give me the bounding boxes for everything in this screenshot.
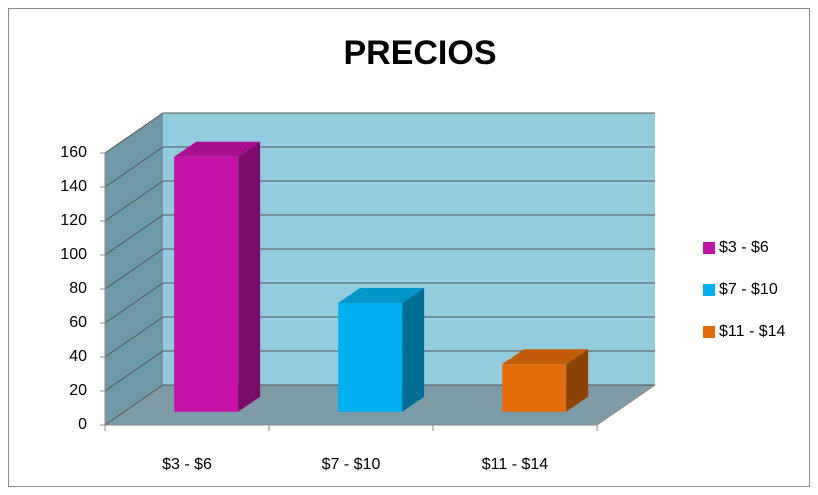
y-tick-label: 120 [60,212,87,229]
grid-line [104,350,655,392]
grid-line [104,180,655,222]
bar-top [174,141,261,157]
chart-title: PRECIOS [343,34,496,72]
y-tick-label: 60 [69,314,87,331]
y-tick-label: 100 [60,246,87,263]
bar [174,141,261,412]
grid-line [104,282,655,324]
y-tick-label: 40 [69,348,87,365]
bar [502,349,589,412]
bar-top [338,288,425,303]
y-tick-label: 160 [60,144,87,161]
legend-label: $3 - $6 [719,239,769,256]
x-tick-label: $7 - $10 [322,456,381,473]
grid-line [104,112,655,154]
legend-label: $7 - $10 [719,281,778,298]
grid-line [104,384,655,426]
bar-top [502,349,589,365]
legend-swatch [703,284,715,296]
grid-line [104,214,655,256]
bar-front [338,303,403,412]
grid-line [104,316,655,358]
bar-front [174,156,239,412]
x-tick-label: $3 - $6 [162,456,212,473]
bar-front [502,364,567,412]
legend-swatch [703,326,715,338]
bar-side [402,288,425,412]
y-tick-label: 140 [60,178,87,195]
legend-label: $11 - $14 [719,323,786,340]
x-tick-label: $11 - $14 [482,456,549,473]
y-tick-label: 20 [69,382,87,399]
bar-side [238,141,261,412]
bar [338,288,425,412]
legend-swatch [703,242,715,254]
y-tick-label: 80 [69,280,87,297]
grid-line [104,146,655,188]
bar-side [566,349,589,412]
grid-line [104,248,655,290]
floor-edge [596,384,656,426]
y-tick-label: 0 [78,416,87,433]
